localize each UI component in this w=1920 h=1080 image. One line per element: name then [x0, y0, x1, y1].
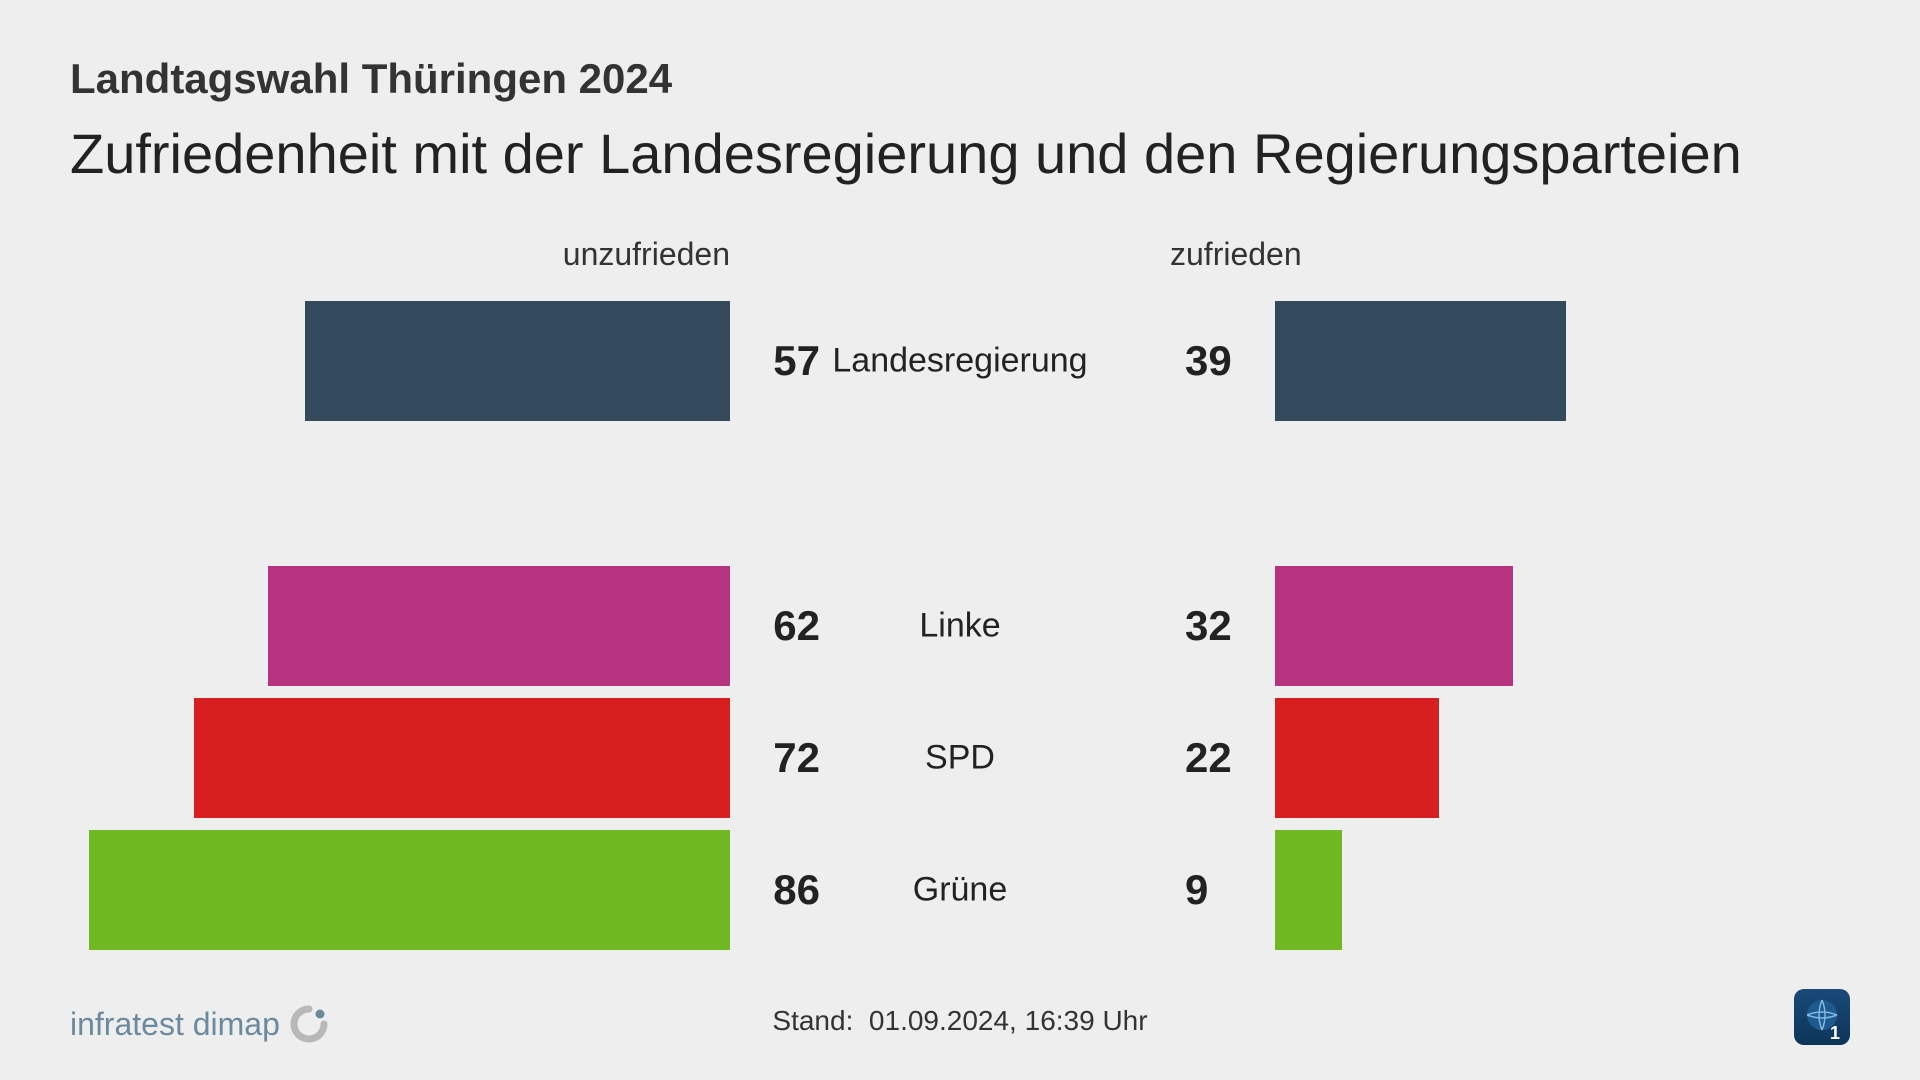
timestamp: Stand: 01.09.2024, 16:39 Uhr — [0, 1005, 1920, 1037]
broadcaster-logo-icon: 1 — [1794, 989, 1850, 1045]
row-label: Linke — [70, 607, 1850, 646]
row-label: SPD — [70, 739, 1850, 778]
chart-row: 86Grüne9 — [70, 830, 1850, 950]
value-right: 9 — [1185, 866, 1208, 914]
value-right: 22 — [1185, 734, 1232, 782]
row-label: Landesregierung — [70, 342, 1850, 381]
svg-text:1: 1 — [1830, 1023, 1840, 1043]
bar-right — [1275, 698, 1439, 818]
bar-right — [1275, 830, 1342, 950]
column-header-right: zufrieden — [1170, 236, 1302, 273]
bar-right — [1275, 566, 1513, 686]
diverging-bar-chart: unzufrieden zufrieden 57Landesregierung3… — [70, 236, 1850, 950]
bar-right — [1275, 301, 1566, 421]
value-right: 32 — [1185, 602, 1232, 650]
chart-row: 57Landesregierung39 — [70, 301, 1850, 421]
chart-row: 72SPD22 — [70, 698, 1850, 818]
column-header-left: unzufrieden — [563, 236, 730, 273]
chart-footer: infratest dimap Stand: 01.09.2024, 16:39… — [0, 985, 1920, 1045]
chart-title: Zufriedenheit mit der Landesregierung un… — [70, 121, 1850, 186]
chart-row: 62Linke32 — [70, 566, 1850, 686]
row-label: Grüne — [70, 871, 1850, 910]
value-right: 39 — [1185, 337, 1232, 385]
chart-supertitle: Landtagswahl Thüringen 2024 — [70, 55, 1850, 103]
